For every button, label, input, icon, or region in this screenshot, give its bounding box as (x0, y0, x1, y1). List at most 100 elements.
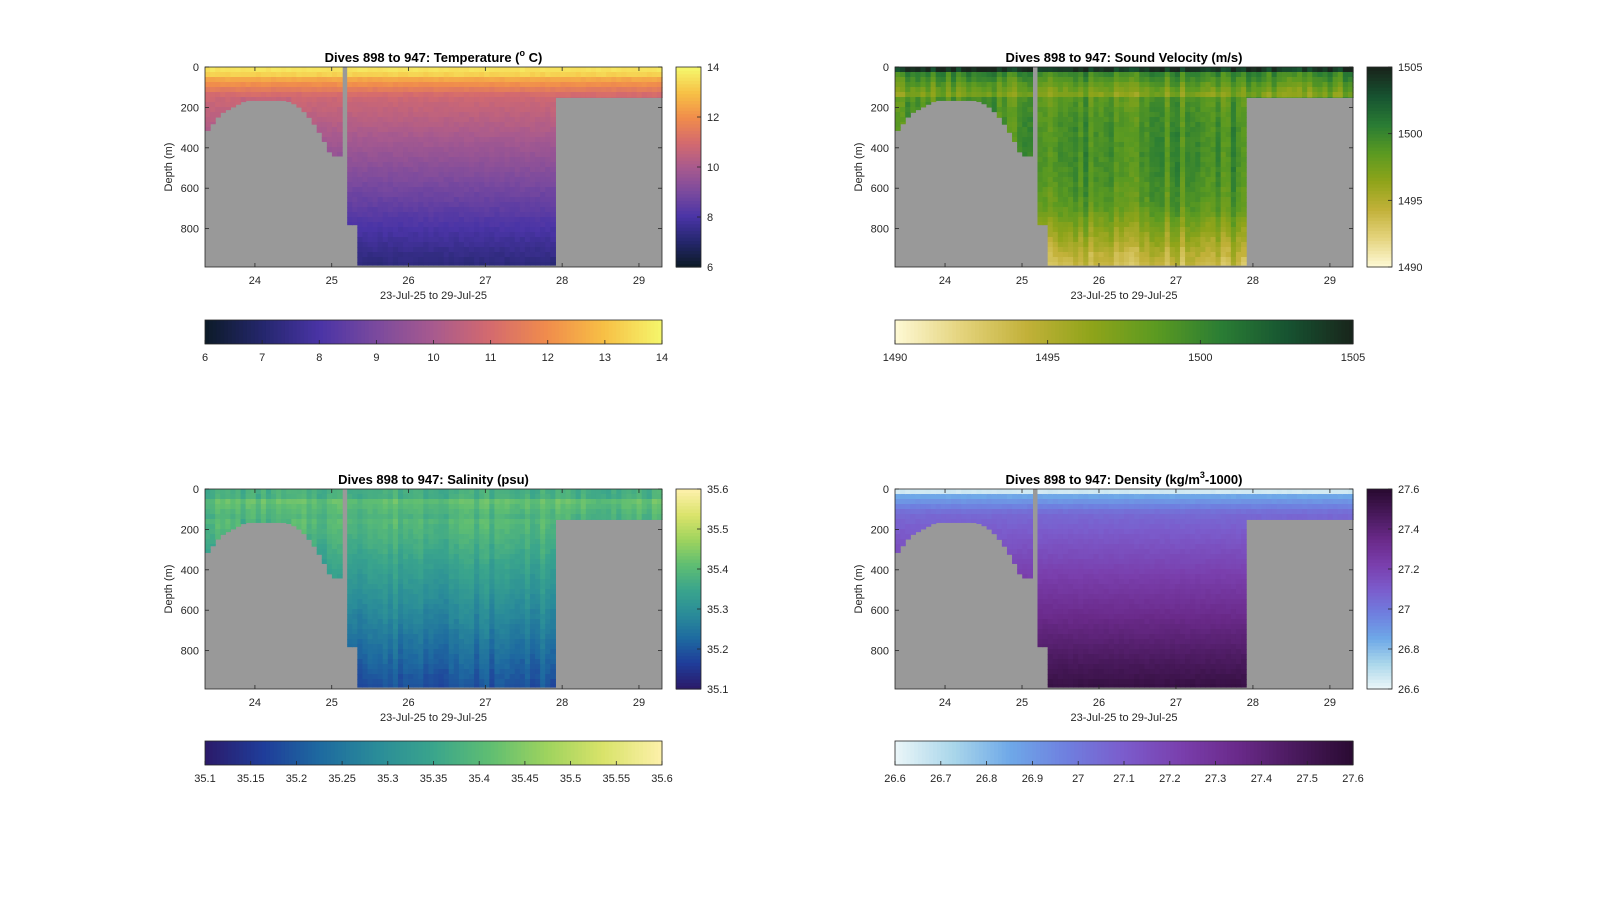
heatmap-cell (611, 87, 617, 93)
heatmap-cell (1226, 102, 1232, 108)
heatmap-cell (596, 87, 602, 93)
colorbar-segment (1296, 320, 1300, 344)
heatmap-cell (281, 489, 287, 495)
heatmap-cell (500, 157, 506, 163)
heatmap-cell (525, 167, 531, 173)
heatmap-cell (1083, 222, 1089, 228)
heatmap-cell (1205, 187, 1211, 193)
heatmap-cell (1195, 202, 1201, 208)
heatmap-cell (494, 247, 500, 253)
heatmap-cell (347, 212, 353, 218)
heatmap-cell (510, 137, 516, 143)
heatmap-cell (915, 82, 921, 88)
colorbar-segment (1067, 320, 1071, 344)
heatmap-cell (1241, 192, 1247, 198)
heatmap-cell (378, 82, 384, 88)
heatmap-cell (1083, 147, 1089, 153)
heatmap-cell (596, 77, 602, 83)
heatmap-cell (1180, 262, 1186, 266)
heatmap-cell (1231, 102, 1237, 108)
heatmap-cell (505, 212, 511, 218)
heatmap-cell (408, 207, 414, 213)
heatmap-cell (1048, 147, 1054, 153)
heatmap-cell (520, 207, 526, 213)
heatmap-cell (251, 494, 257, 500)
heatmap-cell (535, 187, 541, 193)
heatmap-cell (895, 67, 901, 73)
heatmap-cell (1099, 252, 1105, 258)
heatmap-cell (1099, 262, 1105, 266)
heatmap-cell (378, 107, 384, 113)
colorbar-segment (647, 320, 651, 344)
heatmap-cell (1272, 92, 1278, 98)
heatmap-cell (1104, 147, 1110, 153)
heatmap-cell (388, 167, 394, 173)
colorbar-segment (266, 320, 270, 344)
heatmap-cell (1180, 147, 1186, 153)
heatmap-cell (1170, 172, 1176, 178)
heatmap-cell (530, 147, 536, 153)
heatmap-cell (317, 514, 323, 520)
heatmap-cell (1241, 232, 1247, 238)
heatmap-cell (357, 67, 363, 73)
heatmap-cell (652, 87, 658, 93)
heatmap-cell (276, 489, 282, 495)
heatmap-cell (500, 147, 506, 153)
heatmap-cell (1221, 107, 1227, 113)
heatmap-cell (1236, 217, 1242, 223)
colorbar-segment (384, 320, 388, 344)
heatmap-cell (444, 187, 450, 193)
heatmap-cell (1307, 67, 1313, 73)
heatmap-cell (1093, 92, 1099, 98)
colorbar-segment (1307, 320, 1311, 344)
heatmap-cell (505, 167, 511, 173)
heatmap-cell (510, 207, 516, 213)
heatmap-cell (992, 82, 998, 88)
heatmap-cell (362, 619, 368, 625)
heatmap-cell (550, 127, 556, 133)
heatmap-cell (931, 67, 937, 73)
x-tick-label: 26 (402, 275, 414, 287)
heatmap-cell (1170, 112, 1176, 118)
heatmap-cell (951, 92, 957, 98)
heatmap-cell (1211, 177, 1217, 183)
heatmap-cell (1078, 242, 1084, 248)
heatmap-cell (418, 197, 424, 203)
heatmap-cell (459, 237, 465, 243)
heatmap-cell (230, 72, 236, 78)
heatmap-cell (373, 82, 379, 88)
heatmap-cell (515, 92, 521, 98)
heatmap-cell (510, 167, 516, 173)
heatmap-cell (235, 489, 241, 495)
heatmap-cell (398, 247, 404, 253)
heatmap-cell (1053, 182, 1059, 188)
heatmap-cell (251, 514, 257, 520)
heatmap-cell (444, 107, 450, 113)
heatmap-cell (327, 524, 333, 530)
heatmap-cell (535, 167, 541, 173)
heatmap-cell (271, 67, 277, 73)
heatmap-cell (352, 509, 358, 515)
heatmap-cell (1200, 177, 1206, 183)
heatmap-cell (403, 102, 409, 108)
heatmap-cell (322, 87, 328, 93)
heatmap-cell (1205, 247, 1211, 253)
heatmap-cell (464, 112, 470, 118)
heatmap-cell (1241, 177, 1247, 183)
heatmap-cell (1129, 217, 1135, 223)
heatmap-cell (1292, 92, 1298, 98)
heatmap-cell (910, 102, 916, 108)
heatmap-cell (647, 77, 653, 83)
heatmap-cell (1078, 262, 1084, 266)
heatmap-cell (423, 142, 429, 148)
heatmap-cell (225, 494, 231, 500)
heatmap-cell (347, 494, 353, 500)
colorbar-segment (926, 320, 930, 344)
heatmap-cell (261, 509, 267, 515)
heatmap-cell (393, 262, 399, 266)
heatmap-cell (246, 77, 252, 83)
heatmap-cell (1190, 237, 1196, 243)
heatmap-cell (1241, 202, 1247, 208)
heatmap-cell (337, 544, 343, 550)
heatmap-cell (383, 147, 389, 153)
